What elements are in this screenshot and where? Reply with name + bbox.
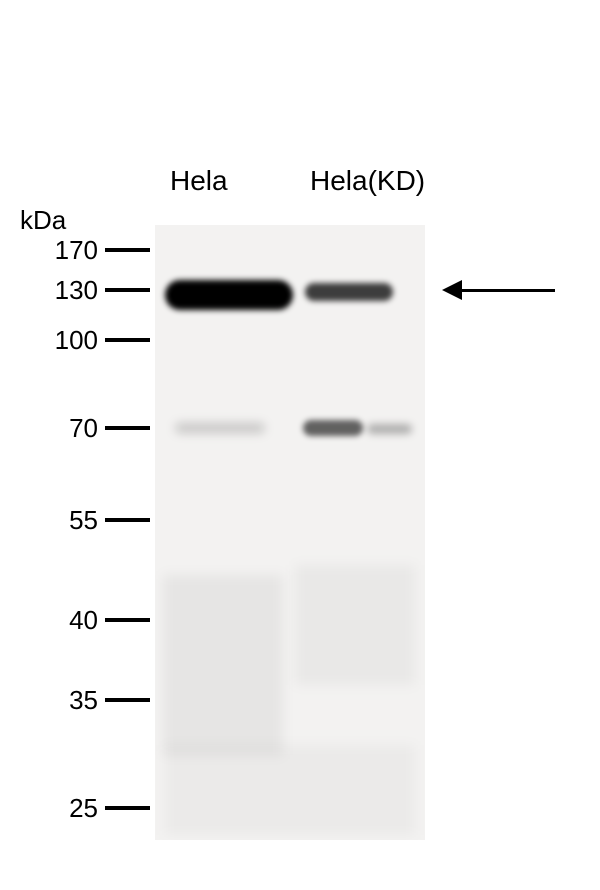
mw-label-170: 170: [38, 235, 98, 266]
mw-tick-55: [105, 518, 150, 522]
arrow-line: [460, 289, 555, 292]
mw-label-35: 35: [38, 685, 98, 716]
mw-tick-40: [105, 618, 150, 622]
mw-label-25: 25: [38, 793, 98, 824]
target-band-arrow: [0, 0, 600, 890]
mw-tick-25: [105, 806, 150, 810]
mw-label-70: 70: [38, 413, 98, 444]
mw-label-55: 55: [38, 505, 98, 536]
mw-label-100: 100: [38, 325, 98, 356]
mw-tick-70: [105, 426, 150, 430]
arrow-head-icon: [442, 280, 462, 300]
mw-tick-170: [105, 248, 150, 252]
mw-label-40: 40: [38, 605, 98, 636]
mw-tick-100: [105, 338, 150, 342]
mw-tick-35: [105, 698, 150, 702]
mw-label-130: 130: [38, 275, 98, 306]
mw-tick-130: [105, 288, 150, 292]
